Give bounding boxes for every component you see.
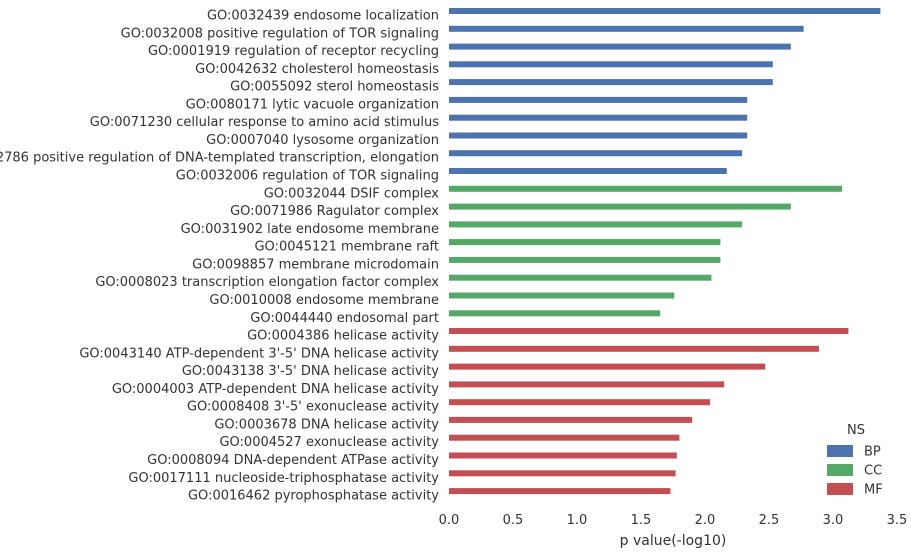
x-tick-label: 3.5 bbox=[887, 513, 908, 528]
legend-label-mf: MF bbox=[864, 483, 883, 498]
bar-cc bbox=[449, 239, 721, 246]
bar-mf bbox=[449, 470, 676, 477]
category-label: GO:0017111 nucleoside-triphosphatase act… bbox=[128, 471, 439, 486]
x-axis-title: p value(-log10) bbox=[620, 533, 727, 549]
bar-mf bbox=[449, 434, 680, 441]
category-label: GO:0004003 ATP-dependent DNA helicase ac… bbox=[112, 382, 439, 397]
bar-cc bbox=[449, 203, 791, 210]
bar-bp bbox=[449, 8, 881, 14]
bar-bp bbox=[449, 61, 773, 68]
category-label: GO:0007040 lysosome organization bbox=[206, 133, 439, 148]
category-label: GO:0004527 exonuclease activity bbox=[219, 435, 439, 450]
category-label: GO:0032044 DSIF complex bbox=[264, 186, 440, 201]
legend-swatch-bp bbox=[827, 445, 853, 457]
x-axis-ticks: 0.0 0.5 1.0 1.5 2.0 2.5 3.0 3.5 bbox=[439, 513, 908, 528]
bar-bp bbox=[449, 114, 748, 121]
x-tick-label: 1.0 bbox=[567, 513, 588, 528]
category-label: GO:0010008 endosome membrane bbox=[209, 293, 439, 308]
bar-cc bbox=[449, 310, 661, 317]
bar-cc bbox=[449, 256, 721, 263]
bar-mf bbox=[449, 363, 766, 370]
category-label: GO:0003678 DNA helicase activity bbox=[214, 417, 439, 432]
category-label: GO:0080171 lytic vacuole organization bbox=[186, 97, 439, 112]
bar-bp bbox=[449, 132, 748, 139]
category-label: GO:0042632 cholesterol homeostasis bbox=[195, 62, 439, 77]
category-label: GO:0032006 regulation of TOR signaling bbox=[176, 169, 439, 184]
x-tick-label: 2.0 bbox=[695, 513, 716, 528]
category-label: GO:0055092 sterol homeostasis bbox=[230, 80, 439, 95]
bar-cc bbox=[449, 221, 743, 228]
category-label: GO:0008408 3'-5' exonuclease activity bbox=[187, 400, 439, 415]
category-label: GO:0008094 DNA-dependent ATPase activity bbox=[147, 453, 439, 468]
bar-mf bbox=[449, 381, 725, 388]
category-label: GO:0032439 endosome localization bbox=[207, 9, 439, 24]
category-label: GO:0032786 positive regulation of DNA-te… bbox=[0, 151, 439, 166]
bar-mf bbox=[449, 328, 849, 334]
bar-mf bbox=[449, 416, 693, 423]
category-label: GO:0032008 positive regulation of TOR si… bbox=[121, 26, 439, 41]
bar-bp bbox=[449, 96, 748, 103]
category-labels: GO:0032439 endosome localization GO:00320… bbox=[0, 9, 439, 504]
legend-title: NS bbox=[847, 423, 865, 438]
category-label: GO:0044440 endosomal part bbox=[250, 311, 439, 326]
bar-mf bbox=[449, 399, 711, 406]
bar-bp bbox=[449, 25, 804, 32]
bar-cc bbox=[449, 185, 842, 192]
legend-swatch-mf bbox=[827, 483, 853, 495]
category-label: GO:0008023 transcription elongation fact… bbox=[95, 275, 439, 290]
x-tick-label: 2.5 bbox=[759, 513, 780, 528]
bar-bp bbox=[449, 168, 727, 174]
category-label: GO:0043140 ATP-dependent 3'-5' DNA helic… bbox=[79, 346, 439, 361]
bars-layer bbox=[449, 8, 881, 495]
x-tick-label: 0.5 bbox=[503, 513, 524, 528]
category-label: GO:0071986 Ragulator complex bbox=[230, 204, 439, 219]
category-label: GO:0016462 pyrophosphatase activity bbox=[188, 489, 439, 504]
x-tick-label: 1.5 bbox=[631, 513, 652, 528]
category-label: GO:0043138 3'-5' DNA helicase activity bbox=[182, 364, 439, 379]
x-tick-label: 3.0 bbox=[823, 513, 844, 528]
legend: NS BP CC MF bbox=[827, 423, 883, 498]
legend-swatch-cc bbox=[827, 464, 853, 476]
bar-mf bbox=[449, 345, 819, 352]
bar-cc bbox=[449, 292, 675, 299]
category-label: GO:0001919 regulation of receptor recycl… bbox=[148, 44, 439, 59]
category-label: GO:0098857 membrane microdomain bbox=[192, 257, 439, 272]
bar-bp bbox=[449, 43, 791, 50]
category-label: GO:0031902 late endosome membrane bbox=[181, 222, 439, 237]
x-tick-label: 0.0 bbox=[439, 513, 460, 528]
category-label: GO:0004386 helicase activity bbox=[247, 329, 439, 344]
bar-mf bbox=[449, 488, 671, 495]
bar-mf bbox=[449, 452, 677, 459]
category-label: GO:0071230 cellular response to amino ac… bbox=[90, 115, 439, 130]
bar-cc bbox=[449, 274, 712, 281]
legend-label-cc: CC bbox=[864, 464, 882, 479]
legend-label-bp: BP bbox=[864, 445, 881, 460]
category-label: GO:0045121 membrane raft bbox=[254, 240, 439, 255]
bar-bp bbox=[449, 150, 743, 157]
bar-bp bbox=[449, 79, 773, 86]
